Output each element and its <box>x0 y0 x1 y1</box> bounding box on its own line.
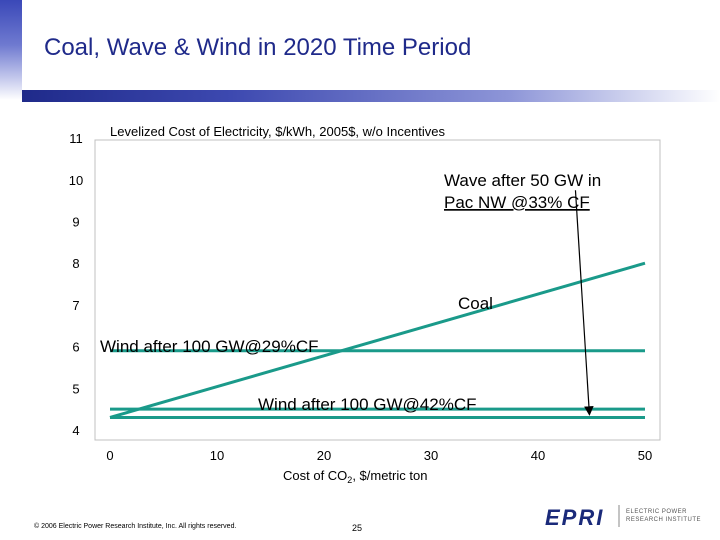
y-tick-label: 11 <box>69 131 83 146</box>
slide-accent-bar <box>0 0 22 100</box>
x-tick-label: 0 <box>106 448 113 463</box>
x-axis-label: Cost of CO2, $/metric ton <box>283 468 427 485</box>
y-tick-label: 6 <box>72 340 79 355</box>
coal-label: Coal <box>458 294 493 313</box>
epri-logo: EPRI <box>545 505 620 529</box>
x-tick-label: 10 <box>210 448 224 463</box>
x-axis-ticks: 0 10 20 30 40 50 <box>106 448 652 463</box>
wave-annotation-arrow <box>574 190 594 416</box>
epri-logo-mark: EPRI <box>545 505 604 529</box>
logo-line2: RESEARCH INSTITUTE <box>626 517 702 523</box>
y-tick-label: 8 <box>72 256 79 271</box>
y-tick-label: 5 <box>72 381 79 396</box>
x-tick-label: 30 <box>424 448 438 463</box>
y-tick-label: 9 <box>72 215 79 230</box>
logo-line1: ELECTRIC POWER <box>626 509 688 515</box>
x-tick-label: 40 <box>531 448 545 463</box>
wind29-label: Wind after 100 GW@29%CF <box>100 337 319 356</box>
y-axis-ticks: 11 10 9 8 7 6 5 4 <box>69 131 83 438</box>
wave-label-line2: Pac NW @33% CF <box>444 193 590 212</box>
plot-area <box>94 139 661 441</box>
y-tick-label: 7 <box>72 298 79 313</box>
series-line-0 <box>109 261 646 419</box>
page-number: 25 <box>352 523 363 533</box>
series-lines <box>109 261 646 419</box>
title-underline <box>22 90 720 102</box>
epri-logo-text: ELECTRIC POWER RESEARCH INSTITUTE <box>626 508 701 524</box>
x-tick-label: 20 <box>317 448 331 463</box>
wave-label-line1: Wave after 50 GW in <box>444 171 601 190</box>
slide-title: Coal, Wave & Wind in 2020 Time Period <box>44 34 472 61</box>
wind42-label: Wind after 100 GW@42%CF <box>258 395 477 414</box>
chart-title: Levelized Cost of Electricity, $/kWh, 20… <box>110 124 446 139</box>
copyright-text: © 2006 Electric Power Research Institute… <box>34 523 237 530</box>
y-tick-label: 4 <box>72 423 79 438</box>
x-tick-label: 50 <box>638 448 652 463</box>
y-tick-label: 10 <box>69 173 83 188</box>
